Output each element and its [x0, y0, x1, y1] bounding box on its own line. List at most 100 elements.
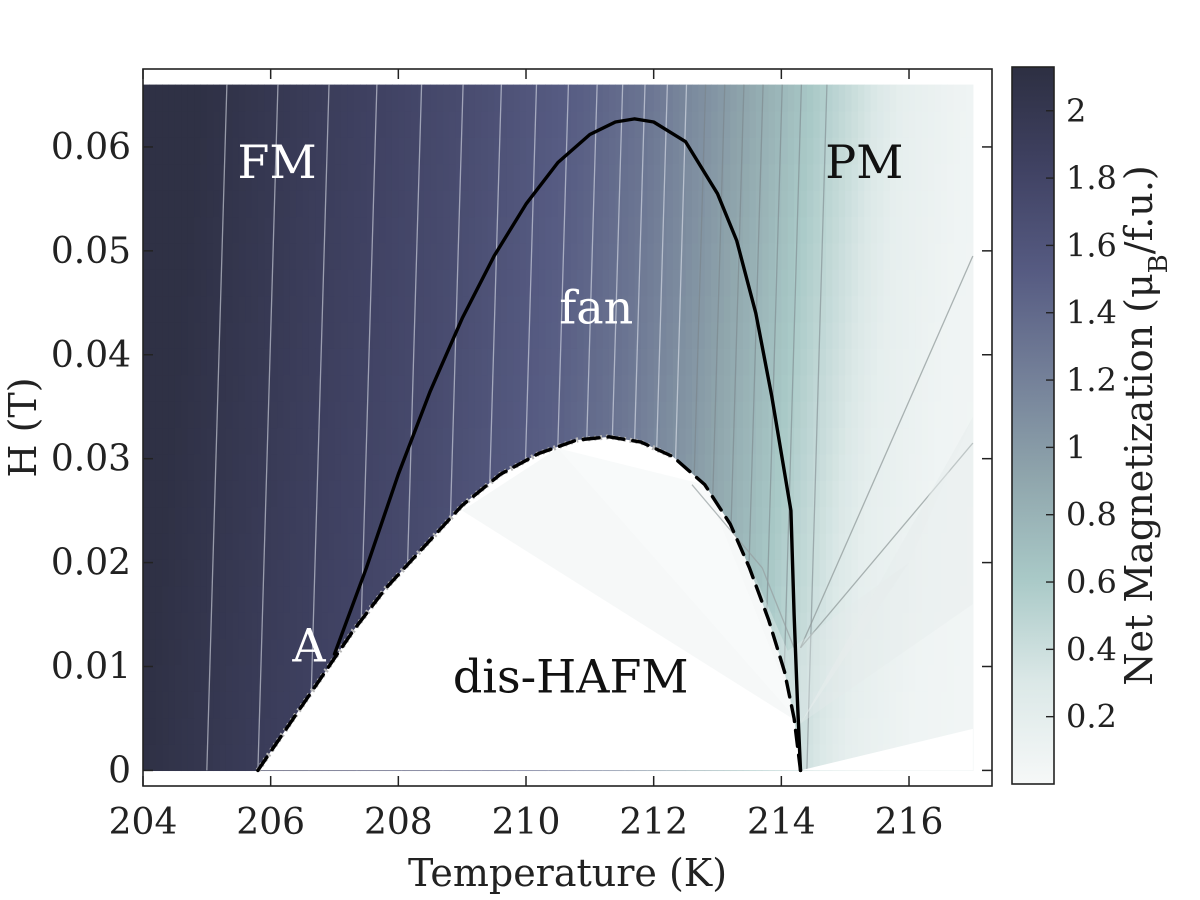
heatmap-cell	[947, 612, 955, 640]
heatmap-cell	[921, 427, 929, 455]
heatmap-cell	[857, 559, 865, 587]
heatmap-cell	[487, 321, 495, 349]
heatmap-cell	[251, 269, 259, 297]
heatmap-cell	[672, 137, 680, 165]
heatmap-cell	[953, 269, 961, 297]
heatmap-cell	[455, 480, 463, 508]
heatmap-cell	[583, 269, 591, 297]
heatmap-cell	[277, 533, 285, 560]
heatmap-cell	[225, 216, 233, 244]
heatmap-cell	[787, 453, 795, 481]
heatmap-cell	[481, 216, 489, 244]
heatmap-cell	[717, 374, 725, 402]
heatmap-cell	[519, 374, 527, 402]
heatmap-cell	[417, 453, 425, 481]
heatmap-cell	[398, 216, 406, 244]
heatmap-cell	[838, 533, 846, 560]
heatmap-cell	[826, 585, 834, 613]
heatmap-cell	[947, 321, 955, 349]
heatmap-cell	[232, 269, 240, 297]
heatmap-cell	[353, 348, 361, 376]
heatmap-cell	[679, 401, 687, 429]
heatmap-cell	[545, 190, 553, 218]
heatmap-cell	[264, 163, 272, 191]
heatmap-cell	[334, 506, 342, 534]
heatmap-cell	[768, 137, 776, 165]
heatmap-cell	[813, 533, 821, 560]
heatmap-cell	[628, 321, 636, 349]
heatmap-cell	[730, 84, 738, 112]
heatmap-cell	[411, 269, 419, 297]
heatmap-cell	[411, 84, 419, 112]
heatmap-cell	[902, 453, 910, 481]
heatmap-cell	[653, 190, 661, 218]
heatmap-cell	[168, 137, 176, 165]
heatmap-cell	[302, 295, 310, 323]
heatmap-cell	[296, 137, 304, 165]
heatmap-cell	[781, 216, 789, 244]
heatmap-cell	[308, 190, 316, 218]
heatmap-cell	[500, 137, 508, 165]
heatmap-cell	[800, 84, 808, 112]
heatmap-cell	[621, 374, 629, 402]
heatmap-cell	[455, 137, 463, 165]
heatmap-cell	[615, 110, 623, 138]
heatmap-cell	[800, 374, 808, 402]
heatmap-cell	[615, 374, 623, 402]
heatmap-cell	[391, 295, 399, 323]
heatmap-cell	[519, 321, 527, 349]
heatmap-cell	[870, 137, 878, 165]
heatmap-cell	[755, 163, 763, 191]
heatmap-cell	[857, 691, 865, 719]
heatmap-cell	[283, 348, 291, 376]
heatmap-cell	[270, 427, 278, 455]
heatmap-cell	[321, 110, 329, 138]
heatmap-cell	[960, 691, 968, 719]
heatmap-cell	[353, 585, 361, 613]
heatmap-cell	[787, 585, 795, 613]
heatmap-cell	[947, 480, 955, 508]
heatmap-cell	[813, 717, 821, 745]
heatmap-cell	[219, 163, 227, 191]
heatmap-cell	[774, 559, 782, 587]
heatmap-cell	[474, 453, 482, 481]
heatmap-cell	[857, 190, 865, 218]
heatmap-cell	[615, 84, 623, 112]
x-tick-label: 204	[109, 802, 178, 843]
heatmap-cell	[845, 638, 853, 666]
heatmap-cell	[749, 374, 757, 402]
heatmap-cell	[838, 269, 846, 297]
heatmap-cell	[921, 295, 929, 323]
heatmap-cell	[238, 348, 246, 376]
x-tick-label: 208	[364, 802, 433, 843]
heatmap-cell	[436, 163, 444, 191]
heatmap-cell	[264, 585, 272, 613]
heatmap-cell	[283, 691, 291, 719]
region-label-dis-hafm: dis-HAFM	[453, 649, 689, 703]
heatmap-cell	[877, 401, 885, 429]
heatmap-cell	[826, 401, 834, 429]
heatmap-cell	[162, 295, 170, 323]
heatmap-cell	[513, 295, 521, 323]
heatmap-cell	[570, 163, 578, 191]
heatmap-cell	[883, 453, 891, 481]
heatmap-cell	[755, 480, 763, 508]
heatmap-cell	[902, 533, 910, 560]
heatmap-cell	[557, 110, 565, 138]
heatmap-cell	[851, 190, 859, 218]
heatmap-cell	[928, 137, 936, 165]
heatmap-cell	[909, 137, 916, 165]
heatmap-cell	[800, 638, 808, 666]
heatmap-cell	[270, 638, 278, 666]
heatmap-cell	[832, 84, 840, 112]
heatmap-cell	[826, 190, 834, 218]
heatmap-cell	[462, 401, 470, 429]
heatmap-cell	[302, 321, 310, 349]
heatmap-cell	[328, 321, 336, 349]
heatmap-cell	[200, 163, 208, 191]
heatmap-cell	[857, 664, 865, 692]
heatmap-cell	[857, 269, 865, 297]
heatmap-cell	[200, 612, 208, 640]
heatmap-cell	[953, 401, 961, 429]
heatmap-cell	[723, 110, 731, 138]
